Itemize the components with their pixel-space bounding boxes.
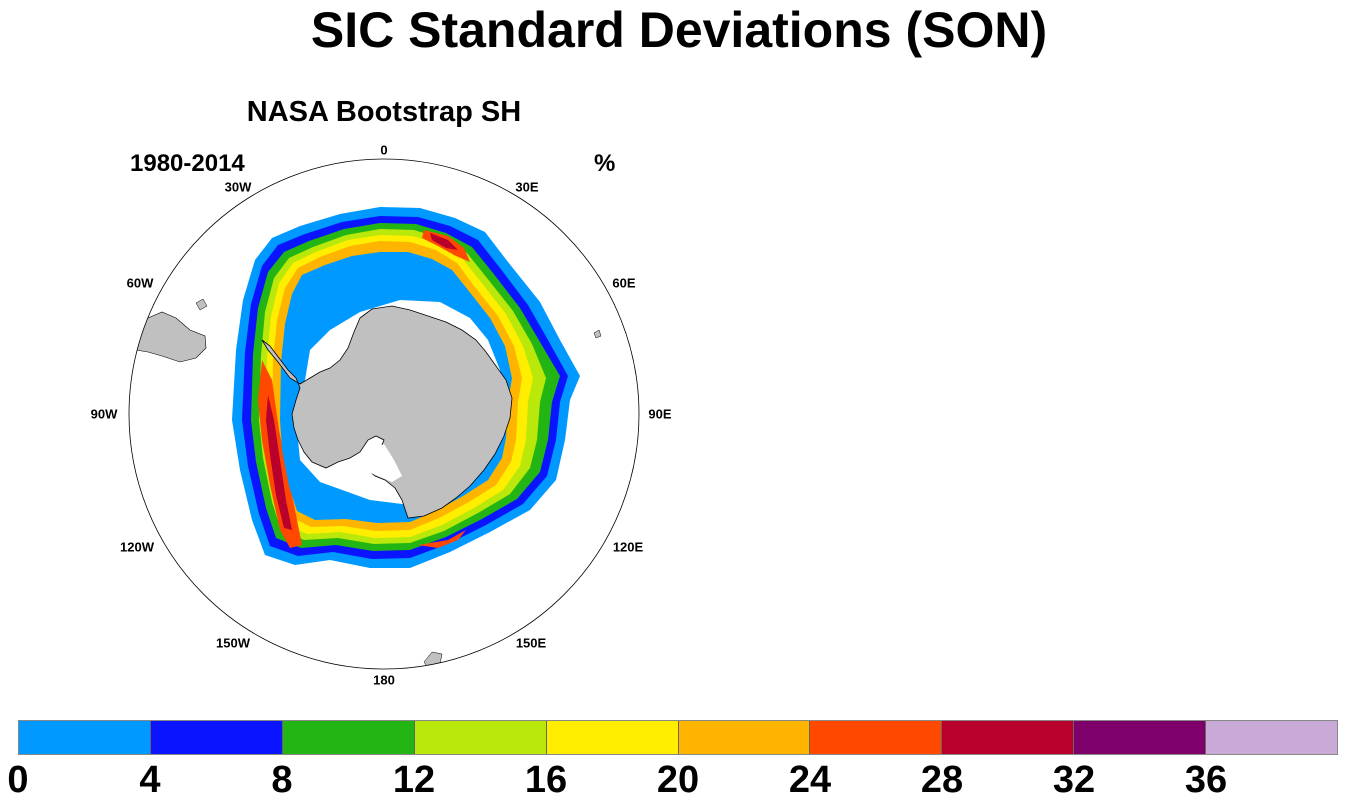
units-label: % [594, 150, 616, 177]
colorbar-tick-label: 32 [1052, 759, 1096, 801]
lon-label-120w: 120W [120, 539, 154, 555]
sic-band-28-32 [430, 233, 458, 250]
sic-band-24-28 [418, 530, 466, 548]
colorbar-swatch [1206, 721, 1338, 754]
kerguelen [593, 329, 602, 339]
lon-label-60e: 60E [612, 275, 636, 291]
period-label: 1980-2014 [130, 150, 245, 177]
colorbar-tick-label: 16 [524, 759, 568, 801]
map-boundary [128, 158, 640, 670]
lon-label-0: 0 [380, 142, 388, 158]
colorbar-swatch [678, 721, 811, 754]
lon-label-150e: 150E [515, 635, 547, 651]
colorbar-swatch [546, 721, 679, 754]
colorbar-swatch [810, 721, 943, 754]
lon-label-60w: 60W [126, 275, 154, 291]
colorbar-swatch [942, 721, 1075, 754]
colorbar-swatch [414, 721, 547, 754]
falklands [195, 298, 208, 311]
lon-label-150w: 150W [216, 635, 250, 651]
lon-label-90e: 90E [648, 406, 672, 422]
panel-title: NASA Bootstrap SH [246, 96, 522, 128]
colorbar [18, 720, 1338, 755]
lon-label-120e: 120E [612, 539, 644, 555]
colorbar-tick-label: 36 [1184, 759, 1228, 801]
figure-title: SIC Standard Deviations (SON) [310, 2, 1048, 58]
colorbar-tick-label: 0 [7, 759, 29, 801]
colorbar-tick-label: 4 [139, 759, 161, 801]
sic-band-28-32 [266, 395, 292, 530]
colorbar-tick-label: 8 [271, 759, 293, 801]
lon-label-30e: 30E [515, 179, 539, 195]
antarctica-landmass [261, 305, 513, 519]
colorbar-tick-label: 20 [656, 759, 700, 801]
lon-label-180: 180 [373, 672, 395, 688]
colorbar-tick-label: 24 [788, 759, 832, 801]
ross-sea [364, 444, 402, 482]
colorbar-swatch [150, 721, 283, 754]
colorbar-tick-label: 28 [920, 759, 964, 801]
south-america-tip [129, 311, 207, 363]
colorbar-swatch [1074, 721, 1207, 754]
lon-label-90w: 90W [90, 406, 118, 422]
colorbar-tick-label: 12 [392, 759, 436, 801]
lon-label-30w: 30W [224, 179, 252, 195]
colorbar-swatch [19, 721, 151, 754]
colorbar-swatch [282, 721, 415, 754]
